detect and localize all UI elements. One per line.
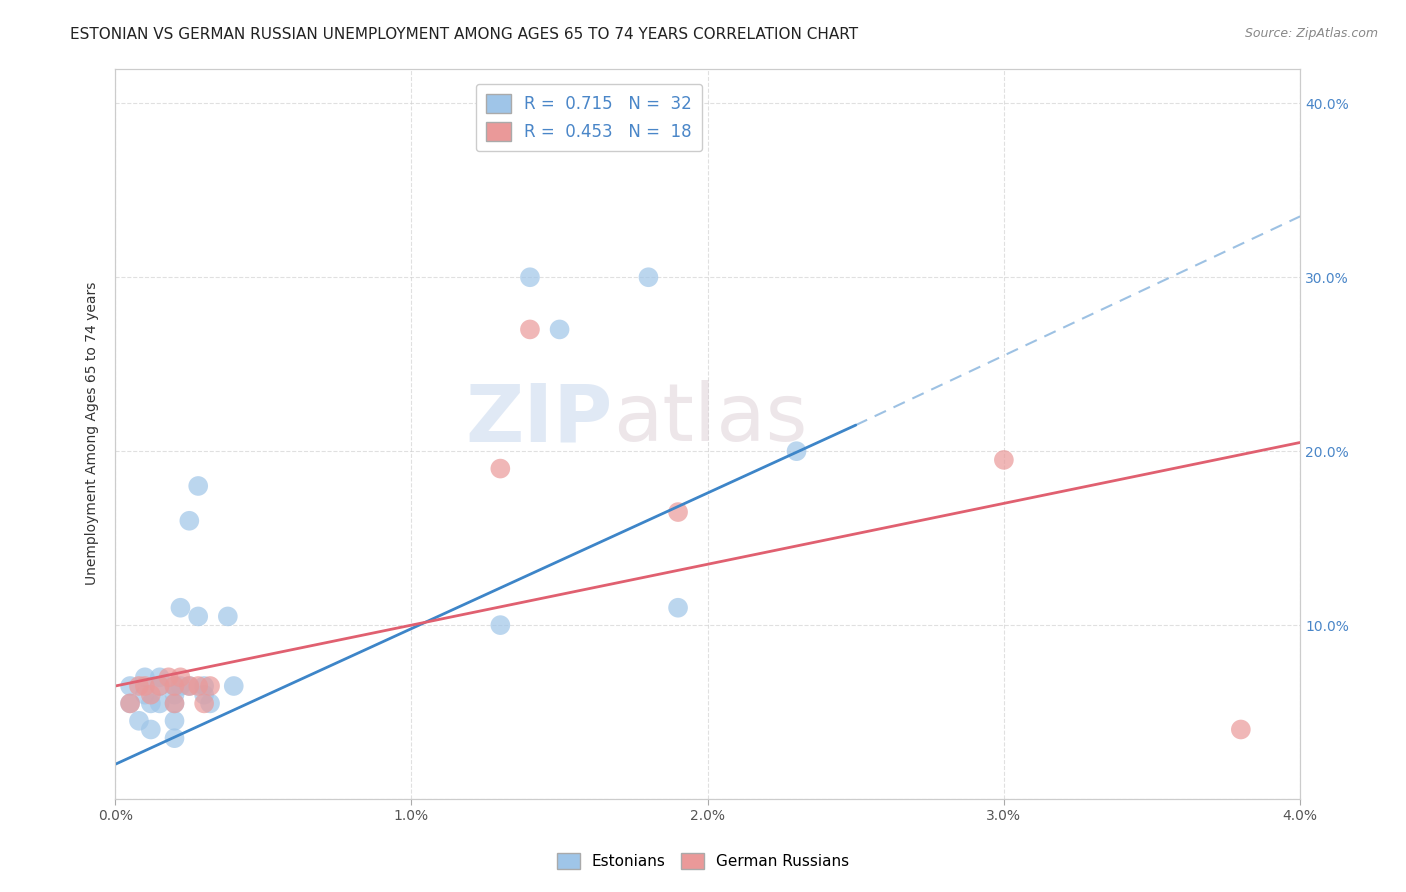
Point — [139, 688, 162, 702]
Point — [1230, 723, 1253, 737]
Point — [128, 714, 150, 728]
Point — [187, 479, 209, 493]
Point — [519, 322, 541, 336]
Point — [666, 505, 689, 519]
Point — [163, 697, 186, 711]
Point — [519, 270, 541, 285]
Legend: R =  0.715   N =  32, R =  0.453   N =  18: R = 0.715 N = 32, R = 0.453 N = 18 — [477, 84, 702, 151]
Point — [193, 679, 215, 693]
Point — [222, 679, 245, 693]
Point — [134, 688, 156, 702]
Point — [169, 670, 191, 684]
Point — [134, 679, 156, 693]
Point — [193, 697, 215, 711]
Point — [169, 679, 191, 693]
Point — [163, 714, 186, 728]
Point — [120, 679, 142, 693]
Text: ESTONIAN VS GERMAN RUSSIAN UNEMPLOYMENT AMONG AGES 65 TO 74 YEARS CORRELATION CH: ESTONIAN VS GERMAN RUSSIAN UNEMPLOYMENT … — [70, 27, 859, 42]
Point — [179, 514, 201, 528]
Point — [163, 679, 186, 693]
Point — [489, 461, 512, 475]
Point — [217, 609, 239, 624]
Point — [157, 670, 180, 684]
Point — [198, 697, 221, 711]
Y-axis label: Unemployment Among Ages 65 to 74 years: Unemployment Among Ages 65 to 74 years — [86, 282, 100, 585]
Point — [120, 697, 142, 711]
Point — [169, 600, 191, 615]
Text: atlas: atlas — [613, 380, 807, 458]
Point — [163, 679, 186, 693]
Point — [179, 679, 201, 693]
Point — [637, 270, 659, 285]
Text: ZIP: ZIP — [465, 380, 613, 458]
Point — [993, 453, 1015, 467]
Point — [163, 697, 186, 711]
Point — [149, 679, 172, 693]
Point — [489, 618, 512, 632]
Point — [163, 731, 186, 746]
Point — [149, 697, 172, 711]
Point — [139, 723, 162, 737]
Point — [163, 688, 186, 702]
Legend: Estonians, German Russians: Estonians, German Russians — [551, 847, 855, 875]
Point — [149, 679, 172, 693]
Text: Source: ZipAtlas.com: Source: ZipAtlas.com — [1244, 27, 1378, 40]
Point — [134, 670, 156, 684]
Point — [198, 679, 221, 693]
Point — [666, 600, 689, 615]
Point — [128, 679, 150, 693]
Point — [193, 688, 215, 702]
Point — [120, 697, 142, 711]
Point — [187, 679, 209, 693]
Point — [149, 670, 172, 684]
Point — [548, 322, 571, 336]
Point — [786, 444, 808, 458]
Point — [187, 609, 209, 624]
Point — [139, 697, 162, 711]
Point — [179, 679, 201, 693]
